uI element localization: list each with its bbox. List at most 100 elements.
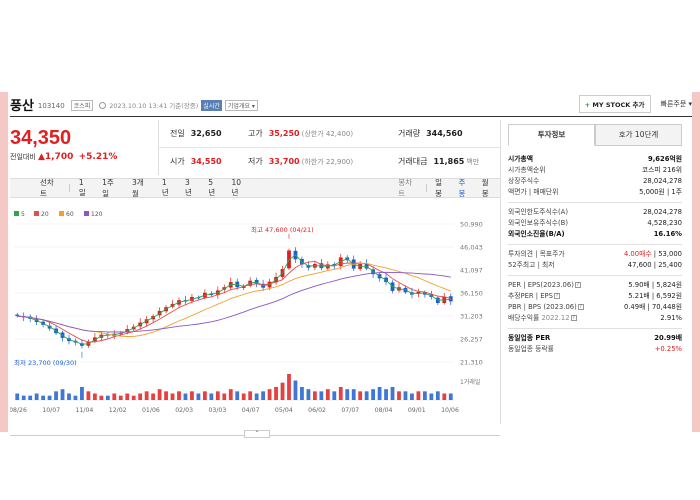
x-tick-label: 03/03 bbox=[208, 407, 226, 414]
volume-bar bbox=[300, 387, 304, 400]
volume-bar bbox=[397, 391, 401, 400]
x-tick-label: 08/26 bbox=[10, 407, 27, 414]
x-tick-label: 07/07 bbox=[341, 407, 359, 414]
left-decoration-band bbox=[0, 92, 8, 432]
tab-3year[interactable]: 3년 bbox=[185, 178, 192, 197]
industry-per-value: 20.99배 bbox=[654, 334, 682, 342]
volume-bar bbox=[92, 393, 97, 400]
volume-bar bbox=[157, 389, 162, 400]
foreign-hold-row: 외국인보유주식수(B) 4,528,230 bbox=[508, 218, 682, 229]
face-value-row: 액면가 | 매매단위 5,000원 | 1주 bbox=[508, 187, 682, 198]
volume-bar bbox=[28, 395, 33, 400]
volume-bar bbox=[435, 391, 440, 400]
upper-limit: (상한가 42,400) bbox=[301, 130, 354, 138]
change-label: 전일대비 bbox=[10, 153, 36, 161]
tab-orderbook[interactable]: 호가 10단계 bbox=[595, 124, 682, 146]
tab-line-chart[interactable]: 선차트 bbox=[40, 178, 54, 198]
week52-high: 47,600 bbox=[627, 261, 652, 269]
volume-bar bbox=[390, 387, 395, 400]
investment-info-panel: 투자정보 호가 10단계 시가총액 9,626억원 시가총액순위 코스피 216위 … bbox=[508, 124, 682, 355]
x-tick-label: 01/06 bbox=[142, 407, 160, 414]
volume-bar bbox=[99, 395, 104, 400]
fast-order-dropdown[interactable]: 빠른주문 ▾ bbox=[660, 100, 693, 108]
change-percent: +5.21% bbox=[78, 152, 118, 162]
plus-icon: + bbox=[584, 101, 591, 109]
volume-bar bbox=[41, 395, 46, 400]
tab-daily[interactable]: 일봉 bbox=[435, 178, 443, 198]
legend-swatch bbox=[59, 211, 64, 216]
volume-bar bbox=[209, 393, 214, 400]
market-cap-label: 시가총액 bbox=[508, 155, 534, 163]
industry-section: 동일업종 PER 20.99배 동일업종 등락률 +0.25% bbox=[508, 333, 682, 355]
collapse-chart-button[interactable]: ⌃ bbox=[244, 430, 270, 438]
volume-bar bbox=[280, 382, 285, 400]
tab-10year[interactable]: 10년 bbox=[231, 178, 242, 197]
volume-bar bbox=[177, 391, 181, 400]
current-price: 34,350 bbox=[10, 127, 72, 149]
stock-chart[interactable]: 50,990 46,043 41,097 36,150 31,203 26,257 21,3… bbox=[10, 202, 500, 424]
volume-bar bbox=[118, 395, 123, 400]
tab-monthly[interactable]: 월봉 bbox=[481, 178, 489, 198]
price-change: 전일대비 ▲1,700 +5.21% bbox=[10, 152, 158, 162]
ma20-line bbox=[17, 260, 451, 343]
stock-name[interactable]: 풍산 bbox=[10, 98, 34, 114]
legend-swatch bbox=[84, 211, 89, 216]
help-icon[interactable]: ? bbox=[577, 304, 584, 310]
cap-rank-row: 시가총액순위 코스피 216위 bbox=[508, 165, 682, 176]
tab-3month[interactable]: 3개월 bbox=[131, 178, 144, 198]
volume-bar bbox=[235, 391, 240, 400]
volume-bar bbox=[73, 395, 78, 400]
lower-limit: (하한가 22,900) bbox=[301, 158, 354, 166]
help-icon[interactable]: ? bbox=[574, 282, 581, 288]
volume-bar bbox=[287, 374, 291, 400]
dividend-value: 2.91% bbox=[660, 314, 682, 322]
volume-bar bbox=[351, 389, 356, 400]
ma120-line bbox=[17, 271, 451, 333]
candlestick-chart[interactable]: 50,990 46,043 41,097 36,150 31,203 26,257 21,3… bbox=[10, 202, 500, 424]
section-divider bbox=[508, 244, 682, 245]
volume-bar bbox=[403, 391, 408, 400]
est-per-row: 추정PER | EPS? 5.21배 | 6,592원 bbox=[508, 292, 682, 300]
valuation-section: PER | EPS(2023.06)? 5.90배 | 5,824원 추정PER … bbox=[508, 280, 682, 324]
face-value-value: 5,000원 | 1주 bbox=[639, 188, 682, 196]
foreign-limit-row: 외국인한도주식수(A) 28,024,278 bbox=[508, 207, 682, 218]
y-tick-label: 41,097 bbox=[460, 267, 483, 275]
help-icon[interactable]: ? bbox=[553, 293, 560, 299]
tab-1year[interactable]: 1년 bbox=[161, 178, 169, 197]
tab-weekly[interactable]: 주봉 bbox=[458, 178, 466, 198]
clock-icon bbox=[99, 101, 107, 109]
open-label: 시가 bbox=[170, 157, 185, 166]
tab-1day[interactable]: 1일 bbox=[78, 178, 86, 197]
realtime-tag[interactable]: 실시간 bbox=[201, 99, 222, 111]
header-divider bbox=[10, 116, 692, 117]
industry-per-row: 동일업종 PER 20.99배 bbox=[508, 333, 682, 344]
open-value: 34,550 bbox=[190, 157, 222, 166]
tab-1week[interactable]: 1주일 bbox=[102, 178, 114, 198]
tab-investment-info[interactable]: 투자정보 bbox=[508, 124, 595, 146]
foreign-rate-label: 외국인소진율(B/A) bbox=[508, 230, 565, 238]
help-icon[interactable]: ? bbox=[570, 315, 577, 321]
volume-cell: 거래량 344,560 bbox=[398, 128, 463, 139]
section-divider bbox=[508, 202, 682, 203]
high-cell: 고가 35,250 (상한가 42,400) bbox=[248, 128, 353, 139]
tab-candle-chart[interactable]: 봉차트 bbox=[398, 178, 413, 198]
week52-row: 52주최고 | 최저 47,600 | 25,400 bbox=[508, 261, 682, 269]
low-cell: 저가 33,700 (하한가 22,900) bbox=[248, 156, 353, 167]
market-cap-section: 시가총액 9,626억원 시가총액순위 코스피 216위 상장주식수 28,024,2… bbox=[508, 154, 682, 198]
low-label: 저가 bbox=[248, 157, 263, 166]
tab-5year[interactable]: 5년 bbox=[208, 178, 216, 197]
add-my-stock-button[interactable]: + MY STOCK 추가 bbox=[578, 95, 651, 113]
target-price: 53,000 bbox=[658, 250, 682, 258]
amount-cell: 거래대금 11,865 백만 bbox=[398, 156, 479, 167]
industry-per-label: 동일업종 PER bbox=[508, 334, 551, 342]
y-tick-label: 46,043 bbox=[460, 244, 483, 252]
per-label: PER | EPS(2023.06) bbox=[508, 281, 574, 289]
volume-bar bbox=[164, 391, 168, 400]
volume-bar bbox=[15, 393, 20, 400]
volume-bar bbox=[377, 387, 382, 400]
volume-bar bbox=[170, 393, 175, 400]
company-info-dropdown[interactable]: 기업개요 ▾ bbox=[224, 99, 258, 111]
cap-rank-value: 코스피 216위 bbox=[641, 166, 682, 174]
y-tick-label: 21,310 bbox=[460, 359, 483, 367]
up-arrow-icon: ▲ bbox=[38, 152, 45, 162]
